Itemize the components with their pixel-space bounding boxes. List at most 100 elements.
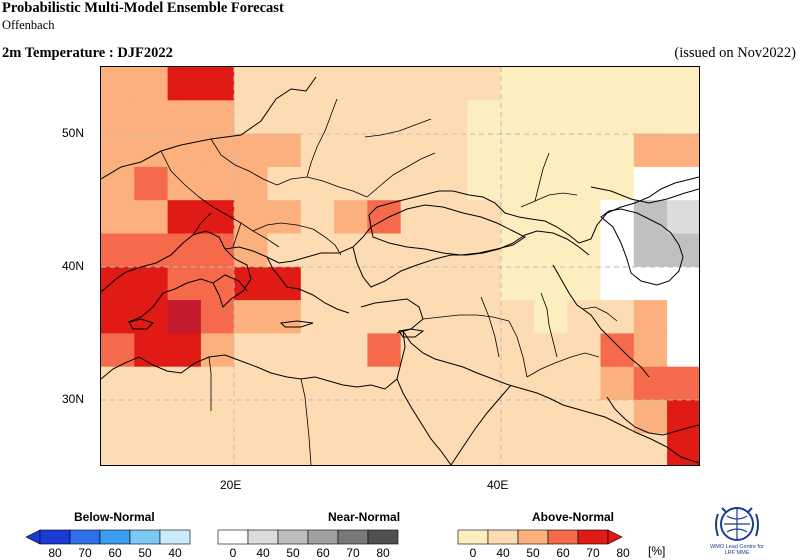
probability-cell (300, 100, 335, 135)
forecast-map (100, 66, 700, 466)
probability-cell (500, 166, 535, 201)
legend-swatch (517, 529, 549, 545)
probability-cell (200, 300, 235, 334)
probability-cell (567, 266, 601, 301)
chart-title: Probabilistic Multi-Model Ensemble Forec… (2, 0, 284, 16)
probability-cell (101, 266, 135, 301)
probability-cell (667, 100, 699, 135)
probability-cell (500, 400, 535, 434)
probability-cell (334, 266, 368, 301)
probability-cell (533, 67, 568, 101)
probability-cell (300, 266, 335, 301)
probability-cell (467, 200, 502, 234)
legend-tick: 60 (316, 546, 330, 560)
probability-cell (467, 333, 502, 368)
probability-cell (300, 400, 335, 434)
legend-tick: 80 (616, 546, 630, 560)
probability-cell (533, 400, 568, 434)
probability-cell (300, 67, 335, 101)
probability-cell (134, 433, 169, 465)
legend-tick: 0 (469, 546, 477, 560)
probability-cell (234, 400, 268, 434)
probability-cell (101, 333, 135, 368)
probability-cell (600, 200, 635, 234)
probability-cell (267, 100, 302, 135)
lon-label-40e: 40E (487, 478, 509, 492)
legend-swatch (129, 529, 161, 545)
legend-tick: 80 (48, 546, 62, 560)
legend-tick: 0 (229, 546, 237, 560)
probability-cell (600, 233, 635, 268)
probability-cell (633, 200, 668, 234)
probability-cell (400, 100, 435, 135)
legend-swatch (367, 529, 399, 545)
logo-caption-line1: WMO Lead Centre for (710, 544, 764, 550)
probability-cell (200, 433, 235, 465)
probability-cell (567, 200, 601, 234)
probability-cell (400, 300, 435, 334)
probability-cell (134, 100, 169, 135)
probability-cell (500, 233, 535, 268)
probability-cell (500, 100, 535, 135)
probability-cell (533, 433, 568, 465)
probability-cell (533, 266, 568, 301)
probability-cell (400, 233, 435, 268)
probability-cell (200, 67, 235, 101)
probability-cell (600, 333, 635, 368)
probability-cell (334, 333, 368, 368)
legend-tick: 60 (556, 546, 570, 560)
legend-tick: 70 (346, 546, 360, 560)
probability-cell (167, 333, 202, 368)
legend-swatch (39, 529, 71, 545)
probability-cell (267, 233, 302, 268)
probability-cell (567, 300, 601, 334)
probability-cells (101, 67, 699, 465)
probability-cell (101, 166, 135, 201)
probability-cell (101, 67, 135, 101)
probability-cell (434, 200, 468, 234)
probability-cell (633, 366, 668, 401)
probability-cell (434, 67, 468, 101)
probability-cell (667, 366, 699, 401)
logo-caption: WMO Lead Centre for LRF MME (694, 544, 780, 556)
probability-cell (200, 266, 235, 301)
probability-cell (600, 133, 635, 168)
probability-cell (600, 400, 635, 434)
probability-cell (667, 333, 699, 368)
probability-cell (567, 133, 601, 168)
legend-swatch (99, 529, 131, 545)
legend-tick: 80 (376, 546, 390, 560)
probability-cell (400, 67, 435, 101)
probability-cell (267, 166, 302, 201)
probability-cell (533, 100, 568, 135)
probability-cell (400, 333, 435, 368)
probability-cell (367, 300, 402, 334)
probability-cell (234, 433, 268, 465)
probability-cell (467, 100, 502, 135)
legend-tick: 60 (108, 546, 122, 560)
probability-cell (334, 200, 368, 234)
probability-cell (234, 100, 268, 135)
probability-cell (234, 67, 268, 101)
probability-cell (200, 166, 235, 201)
wmo-logo-icon (715, 507, 759, 541)
probability-cell (134, 67, 169, 101)
legend-tick: 70 (586, 546, 600, 560)
probability-cell (267, 133, 302, 168)
logo-caption-line2: LRF MME (724, 550, 750, 556)
probability-cell (633, 67, 668, 101)
probability-cell (467, 233, 502, 268)
probability-cell (533, 133, 568, 168)
probability-cell (500, 200, 535, 234)
probability-cell (167, 400, 202, 434)
probability-cell (667, 400, 699, 434)
probability-cell (167, 133, 202, 168)
probability-cell (667, 67, 699, 101)
probability-cell (633, 300, 668, 334)
probability-cell (334, 67, 368, 101)
probability-cell (600, 433, 635, 465)
probability-cell (267, 67, 302, 101)
issued-date: (issued on Nov2022) (674, 45, 796, 61)
legend-arrow-right-icon (607, 529, 623, 545)
probability-cell (633, 233, 668, 268)
